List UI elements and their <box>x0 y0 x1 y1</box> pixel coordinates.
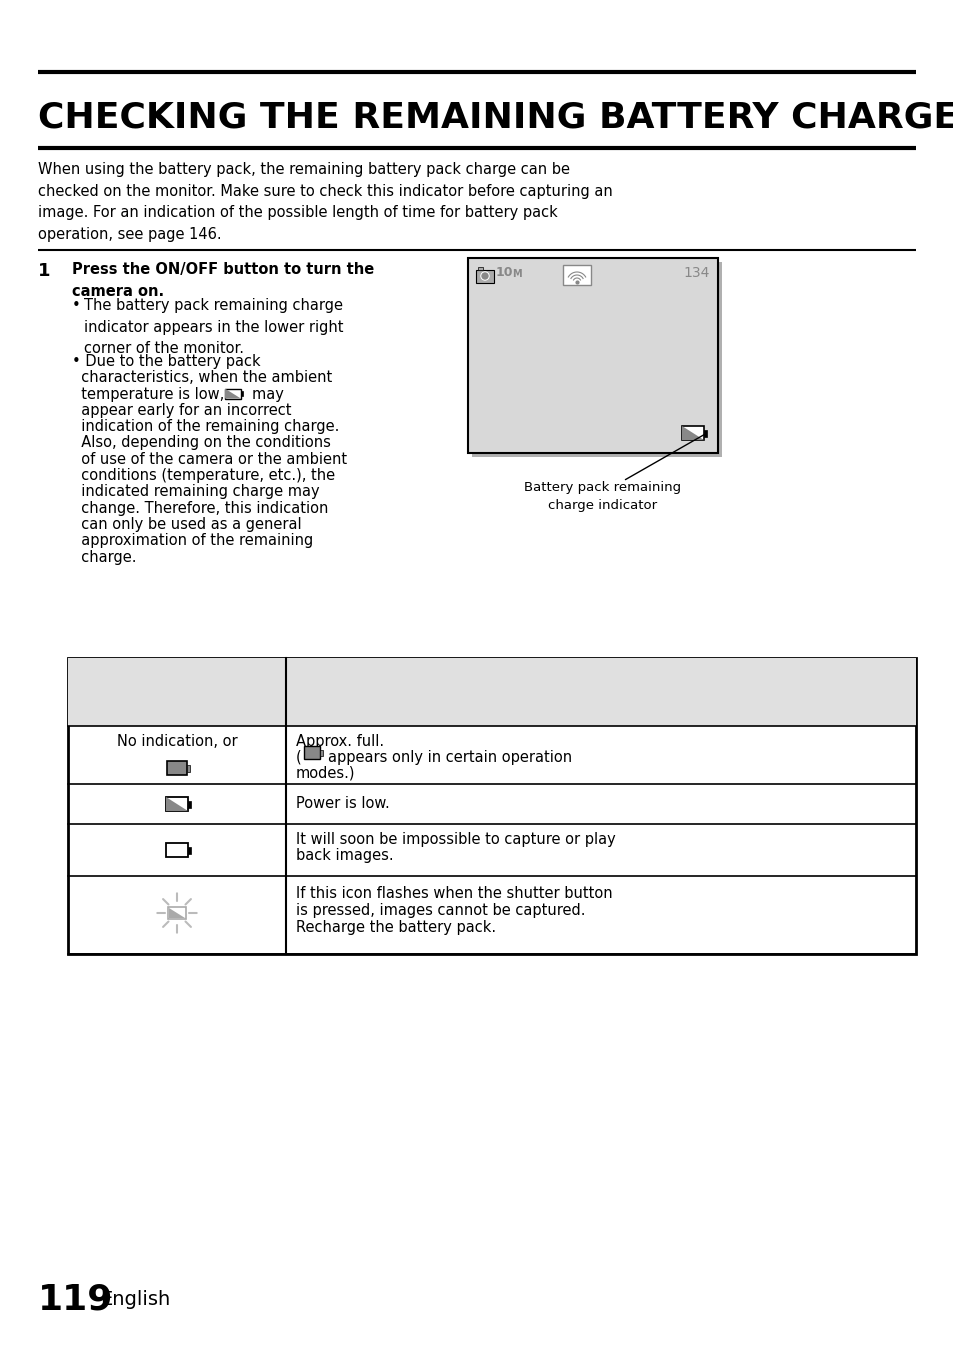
Bar <box>166 843 188 857</box>
Bar <box>476 269 494 282</box>
Circle shape <box>481 273 488 278</box>
Bar <box>681 426 703 440</box>
Bar <box>166 798 188 811</box>
Bar <box>562 265 590 285</box>
Text: temperature is low,      may: temperature is low, may <box>71 386 284 402</box>
Bar <box>188 846 191 854</box>
Text: CHECKING THE REMAINING BATTERY CHARGE: CHECKING THE REMAINING BATTERY CHARGE <box>38 100 953 134</box>
Text: 119: 119 <box>38 1282 113 1315</box>
Bar <box>468 258 718 453</box>
Bar <box>68 658 286 726</box>
Bar <box>187 764 190 772</box>
Text: Battery pack
remaining
charge indicator: Battery pack remaining charge indicator <box>109 668 245 722</box>
Text: appears only in certain operation: appears only in certain operation <box>328 751 572 765</box>
Polygon shape <box>166 798 188 811</box>
Bar <box>225 389 241 398</box>
Bar <box>286 658 915 726</box>
Text: When using the battery pack, the remaining battery pack charge can be
checked on: When using the battery pack, the remaini… <box>38 161 612 242</box>
Text: appear early for an incorrect: appear early for an incorrect <box>71 404 292 418</box>
Text: 134: 134 <box>683 266 709 280</box>
Circle shape <box>480 272 489 280</box>
Text: of use of the camera or the ambient: of use of the camera or the ambient <box>71 452 347 467</box>
Polygon shape <box>681 426 703 440</box>
Text: change. Therefore, this indication: change. Therefore, this indication <box>71 500 328 515</box>
Text: (: ( <box>295 751 301 765</box>
Text: Battery pack remaining: Battery pack remaining <box>524 482 680 494</box>
Text: The battery pack remaining charge
indicator appears in the lower right
corner of: The battery pack remaining charge indica… <box>84 299 343 356</box>
Text: is pressed, images cannot be captured.: is pressed, images cannot be captured. <box>295 902 585 919</box>
Text: English: English <box>100 1290 170 1309</box>
Text: • Due to the battery pack: • Due to the battery pack <box>71 354 260 369</box>
Text: 10: 10 <box>496 266 513 278</box>
Text: approximation of the remaining: approximation of the remaining <box>71 534 313 549</box>
Text: Power is low.: Power is low. <box>295 796 390 811</box>
Text: conditions (temperature, etc.), the: conditions (temperature, etc.), the <box>71 468 335 483</box>
Text: can only be used as a general: can only be used as a general <box>71 516 301 533</box>
Text: charge indicator: charge indicator <box>548 499 657 512</box>
Bar <box>477 266 482 269</box>
Text: •: • <box>71 299 81 313</box>
Text: It will soon be impossible to capture or play: It will soon be impossible to capture or… <box>295 833 615 847</box>
Text: indication of the remaining charge.: indication of the remaining charge. <box>71 420 339 434</box>
Text: Press the ON/OFF button to turn the
camera on.: Press the ON/OFF button to turn the came… <box>71 262 374 299</box>
Bar <box>319 751 323 756</box>
Bar <box>304 746 319 759</box>
Bar <box>168 907 186 919</box>
Text: Battery remaining charge: Battery remaining charge <box>494 681 707 695</box>
Text: No indication, or: No indication, or <box>116 734 237 749</box>
Text: M: M <box>512 269 521 278</box>
Bar <box>167 761 187 775</box>
Bar <box>241 391 243 395</box>
Bar <box>188 800 191 807</box>
Text: Recharge the battery pack.: Recharge the battery pack. <box>295 920 496 935</box>
Text: If this icon flashes when the shutter button: If this icon flashes when the shutter bu… <box>295 886 612 901</box>
Bar <box>68 658 915 954</box>
Text: charge.: charge. <box>71 550 136 565</box>
Polygon shape <box>225 389 241 398</box>
Text: 1: 1 <box>38 262 51 280</box>
Text: back images.: back images. <box>295 847 394 863</box>
Bar <box>472 262 721 457</box>
Text: Also, depending on the conditions: Also, depending on the conditions <box>71 436 331 451</box>
Polygon shape <box>169 908 185 919</box>
Text: characteristics, when the ambient: characteristics, when the ambient <box>71 370 332 385</box>
Bar <box>703 429 706 437</box>
Text: Approx. full.: Approx. full. <box>295 734 384 749</box>
Text: modes.): modes.) <box>295 767 355 781</box>
Text: indicated remaining charge may: indicated remaining charge may <box>71 484 319 499</box>
